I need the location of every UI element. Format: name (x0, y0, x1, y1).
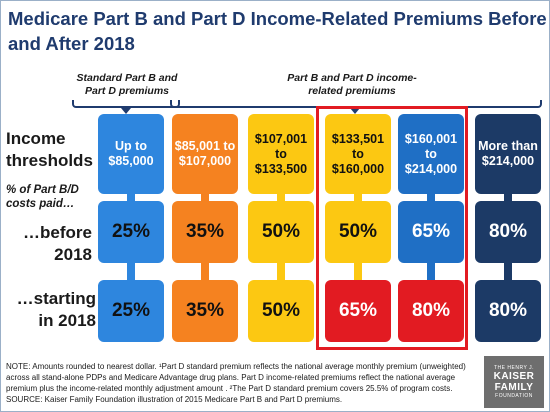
threshold-box: Up to $85,000 (98, 114, 164, 194)
column-1: Up to $85,000 25% 25% (98, 114, 164, 342)
column-3: $107,001 to $133,500 50% 50% (248, 114, 314, 342)
row-label-pct: % of Part B/D costs paid… (6, 184, 79, 210)
change-highlight-frame (316, 106, 468, 350)
row-label-after: …starting in 2018 (16, 289, 96, 330)
column-5: $160,001 to $214,000 65% 80% (398, 114, 464, 342)
after-2018-box: 80% (398, 280, 464, 342)
before-2018-box: 80% (475, 201, 541, 263)
brace-standard-tip (121, 108, 131, 114)
logo-line-2: KAISER (493, 371, 535, 382)
group-label-income-related: Part B and Part D income-related premium… (287, 72, 417, 97)
before-2018-box: 35% (172, 201, 238, 263)
brace-standard (72, 100, 180, 108)
before-2018-box: 65% (398, 201, 464, 263)
after-2018-box: 80% (475, 280, 541, 342)
brace-income-related-tip (350, 108, 360, 114)
before-2018-box: 50% (248, 201, 314, 263)
before-2018-box: 25% (98, 201, 164, 263)
footnotes: NOTE: Amounts rounded to nearest dollar.… (6, 361, 474, 405)
threshold-box: $107,001 to $133,500 (248, 114, 314, 194)
column-2: $85,001 to $107,000 35% 35% (172, 114, 238, 342)
threshold-box: $85,001 to $107,000 (172, 114, 238, 194)
after-2018-box: 35% (172, 280, 238, 342)
column-6: More than $214,000 80% 80% (475, 114, 541, 342)
kff-logo: THE HENRY J. KAISER FAMILY FOUNDATION (484, 356, 544, 408)
group-label-standard: Standard Part B and Part D premiums (76, 72, 178, 97)
logo-line-3: FAMILY (494, 382, 534, 393)
logo-line-4: FOUNDATION (495, 393, 533, 399)
logo-line-1: THE HENRY J. (494, 365, 534, 371)
threshold-box: More than $214,000 (475, 114, 541, 194)
before-2018-box: 50% (325, 201, 391, 263)
source-text: SOURCE: Kaiser Family Foundation illustr… (6, 395, 343, 404)
note-text: NOTE: Amounts rounded to nearest dollar.… (6, 362, 466, 393)
after-2018-box: 50% (248, 280, 314, 342)
row-label-before: …before 2018 (23, 223, 92, 264)
column-4: $133,501 to $160,000 50% 65% (325, 114, 391, 342)
after-2018-box: 25% (98, 280, 164, 342)
threshold-box: $133,501 to $160,000 (325, 114, 391, 194)
row-label-income: Income thresholds (6, 129, 93, 170)
after-2018-box: 65% (325, 280, 391, 342)
slide-title: Medicare Part B and Part D Income-Relate… (8, 8, 547, 54)
threshold-box: $160,001 to $214,000 (398, 114, 464, 194)
